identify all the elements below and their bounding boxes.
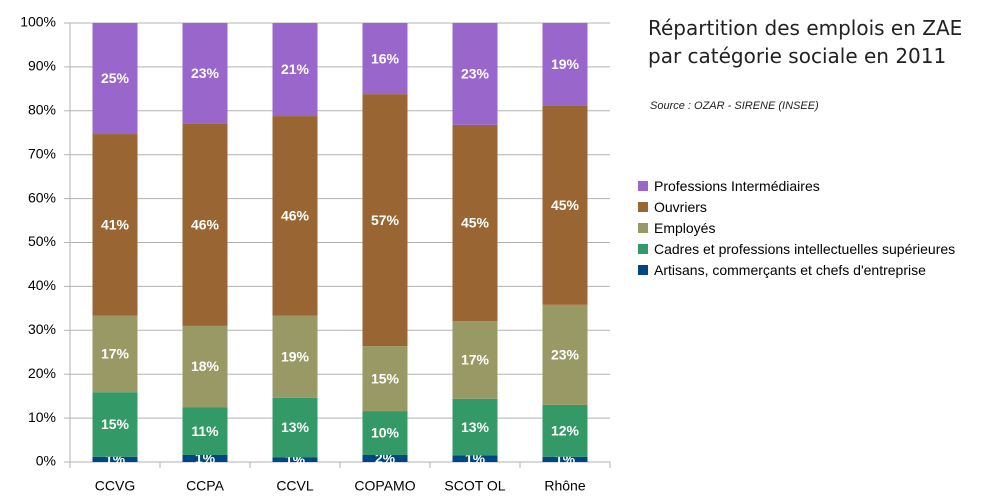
bar-segment bbox=[452, 124, 498, 322]
legend-swatch bbox=[638, 181, 648, 191]
legend-swatch bbox=[638, 265, 648, 275]
bar-segment bbox=[92, 456, 138, 462]
bar-segment bbox=[272, 315, 318, 398]
bar-segment bbox=[542, 304, 588, 405]
legend-label: Professions Intermédiaires bbox=[654, 178, 820, 194]
value-label: 11% bbox=[191, 423, 219, 439]
y-tick-label: 30% bbox=[28, 321, 56, 337]
bar-segment bbox=[452, 321, 498, 399]
bar-segment bbox=[272, 23, 318, 117]
value-label: 46% bbox=[281, 208, 310, 224]
x-tick-label: SCOT OL bbox=[444, 478, 505, 494]
bar-segment bbox=[92, 134, 138, 316]
legend-item: Employés bbox=[638, 220, 958, 236]
legend-label: Employés bbox=[654, 220, 716, 236]
legend-swatch bbox=[638, 223, 648, 233]
y-tick-label: 40% bbox=[28, 277, 56, 293]
y-tick-label: 50% bbox=[28, 233, 56, 249]
value-label: 23% bbox=[191, 65, 220, 81]
bar-segment bbox=[452, 455, 498, 462]
value-label: 17% bbox=[101, 346, 130, 362]
y-tick-label: 70% bbox=[28, 145, 56, 161]
value-label: 19% bbox=[551, 56, 580, 72]
value-label: 17% bbox=[461, 352, 490, 368]
bar-segment bbox=[182, 407, 228, 455]
value-label: 21% bbox=[281, 61, 310, 77]
value-label: 16% bbox=[371, 50, 400, 66]
chart-subtitle: Source : OZAR - SIRENE (INSEE) bbox=[650, 100, 819, 112]
y-tick-label: 90% bbox=[28, 58, 56, 74]
bar-segment bbox=[542, 404, 588, 457]
value-label: 12% bbox=[551, 423, 580, 439]
value-label: 41% bbox=[101, 217, 130, 233]
legend-label: Ouvriers bbox=[654, 199, 707, 215]
bar-segment bbox=[542, 456, 588, 462]
bar-segment bbox=[362, 454, 408, 462]
value-label: 46% bbox=[191, 217, 220, 233]
bar-segment bbox=[182, 23, 228, 124]
value-label: 10% bbox=[371, 425, 400, 441]
value-label: 13% bbox=[281, 419, 310, 435]
y-tick-label: 0% bbox=[36, 453, 56, 469]
bar-segment bbox=[362, 94, 408, 347]
y-tick-label: 10% bbox=[28, 409, 56, 425]
legend-item: Professions Intermédiaires bbox=[638, 178, 958, 194]
value-label: 23% bbox=[551, 347, 580, 363]
value-label: 19% bbox=[281, 349, 310, 365]
legend-item: Artisans, commerçants et chefs d'entrepr… bbox=[638, 262, 958, 278]
legend-label: Artisans, commerçants et chefs d'entrepr… bbox=[654, 262, 926, 278]
bar-segment bbox=[452, 23, 498, 125]
bar-segment bbox=[182, 454, 228, 462]
bar-segment bbox=[92, 392, 138, 457]
x-tick-label: CCPA bbox=[186, 478, 225, 494]
bar-segment bbox=[182, 123, 228, 326]
value-label: 15% bbox=[371, 370, 400, 386]
x-tick-label: Rhône bbox=[544, 478, 585, 494]
value-label: 18% bbox=[191, 358, 220, 374]
y-tick-label: 20% bbox=[28, 365, 56, 381]
value-label: 45% bbox=[461, 215, 490, 231]
value-label: 13% bbox=[461, 419, 490, 435]
y-tick-label: 100% bbox=[20, 14, 56, 30]
x-tick-label: CCVL bbox=[276, 478, 314, 494]
bar-segment bbox=[362, 346, 408, 412]
value-label: 45% bbox=[551, 197, 580, 213]
bar-segment bbox=[542, 105, 588, 305]
bar-segment bbox=[182, 325, 228, 408]
chart-title: Répartition des emplois en ZAE par catég… bbox=[648, 16, 963, 68]
chart: 0%10%20%30%40%50%60%70%80%90%100%CCVG1%1… bbox=[20, 14, 611, 494]
bar-segment bbox=[272, 397, 318, 458]
x-tick-label: COPAMO bbox=[354, 478, 415, 494]
bar-segment bbox=[452, 398, 498, 456]
bar-segment bbox=[92, 23, 138, 135]
legend-item: Ouvriers bbox=[638, 199, 958, 215]
bar-segment bbox=[362, 411, 408, 455]
legend-label: Cadres et professions intellectuelles su… bbox=[654, 241, 956, 257]
x-tick-label: CCVG bbox=[95, 478, 135, 494]
legend-swatch bbox=[638, 244, 648, 254]
legend-swatch bbox=[638, 202, 648, 212]
bar-segment bbox=[272, 116, 318, 316]
y-tick-label: 60% bbox=[28, 189, 56, 205]
y-tick-label: 80% bbox=[28, 102, 56, 118]
bar-segment bbox=[272, 457, 318, 462]
value-label: 57% bbox=[371, 212, 400, 228]
value-label: 15% bbox=[101, 416, 130, 432]
bar-segment bbox=[92, 315, 138, 393]
value-label: 25% bbox=[101, 70, 130, 86]
value-label: 23% bbox=[461, 66, 490, 82]
legend: Professions Intermédiaires Ouvriers Employ… bbox=[638, 178, 958, 283]
bar-segment bbox=[542, 23, 588, 106]
bar-segment bbox=[362, 23, 408, 95]
legend-item: Cadres et professions intellectuelles su… bbox=[638, 241, 958, 257]
